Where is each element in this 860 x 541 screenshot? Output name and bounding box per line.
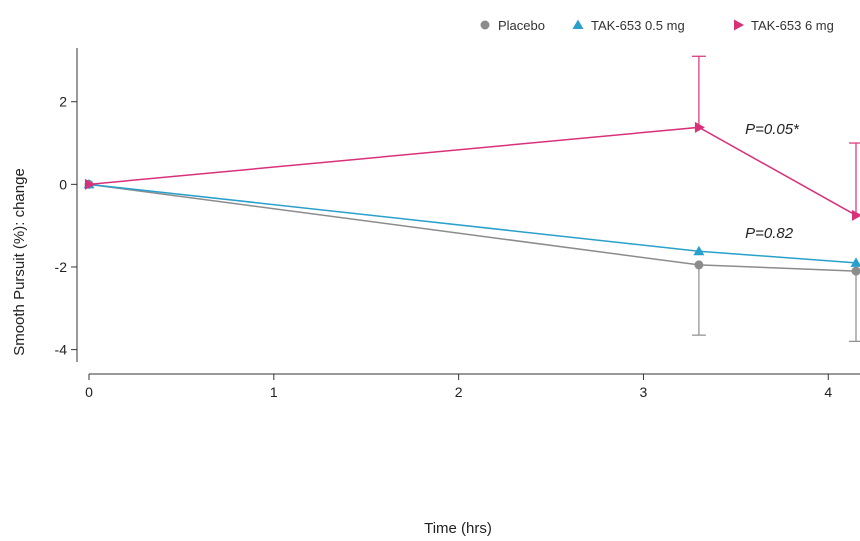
y-tick-label: -2 bbox=[55, 259, 68, 275]
y-axis-ticks: -4 -2 0 2 bbox=[55, 94, 77, 358]
x-tick-label: 2 bbox=[455, 384, 463, 400]
data-point-placebo bbox=[694, 260, 704, 270]
y-tick-label: -4 bbox=[55, 342, 68, 358]
annotations: P=0.05* P=0.82 bbox=[745, 121, 800, 242]
y-axis-title: Smooth Pursuit (%): change bbox=[11, 168, 28, 356]
p-value-annotation: P=0.05* bbox=[745, 121, 800, 138]
legend-label-tak-653-0-5-mg: TAK-653 0.5 mg bbox=[591, 18, 685, 33]
legend: Placebo TAK-653 0.5 mg TAK-653 6 mg bbox=[480, 18, 834, 33]
x-axis-ticks: 0 1 2 3 4 bbox=[85, 374, 832, 400]
data-point-tak-653-6-mg bbox=[85, 178, 95, 190]
series-line-tak-653-0-5-mg bbox=[88, 183, 857, 264]
axes bbox=[76, 48, 860, 375]
legend-marker-placebo bbox=[480, 20, 490, 30]
series-line-tak-653-6-mg bbox=[88, 126, 857, 216]
legend-label-placebo: Placebo bbox=[498, 18, 545, 33]
x-tick-label: 3 bbox=[640, 384, 648, 400]
error-bars bbox=[691, 55, 860, 342]
series-lines bbox=[88, 126, 857, 272]
y-tick-label: 0 bbox=[59, 176, 67, 192]
data-point-tak-653-6-mg bbox=[852, 209, 860, 221]
data-point-tak-653-0-5-mg bbox=[693, 245, 705, 256]
p-value-annotation: P=0.82 bbox=[745, 225, 794, 242]
x-axis-title: Time (hrs) bbox=[424, 520, 492, 537]
series-markers bbox=[83, 121, 860, 276]
legend-label-tak-653-6-mg: TAK-653 6 mg bbox=[751, 18, 834, 33]
data-point-placebo bbox=[851, 266, 860, 276]
y-tick-label: 2 bbox=[59, 94, 67, 110]
legend-marker-tak-653-0-5-mg bbox=[572, 19, 584, 29]
x-tick-label: 0 bbox=[85, 384, 93, 400]
x-tick-label: 4 bbox=[824, 384, 832, 400]
legend-marker-tak-653-6-mg bbox=[734, 19, 744, 31]
data-point-tak-653-0-5-mg bbox=[850, 257, 860, 267]
x-tick-label: 1 bbox=[270, 384, 278, 400]
data-point-tak-653-6-mg bbox=[694, 121, 705, 133]
